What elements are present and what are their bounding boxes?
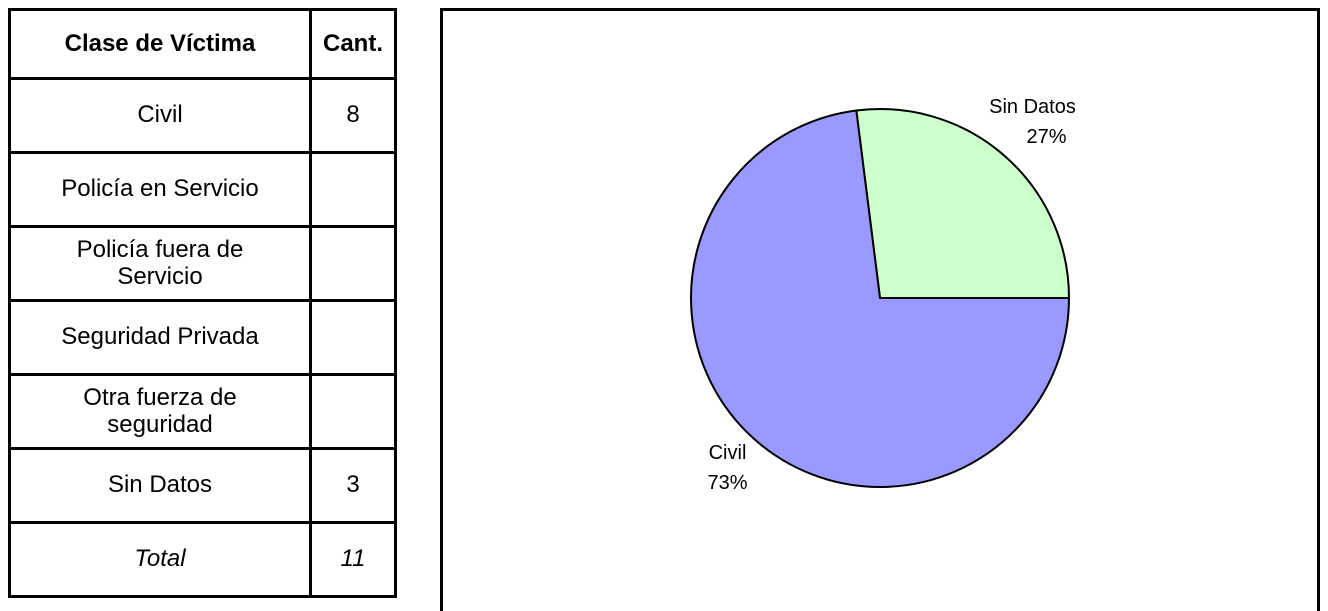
chart-area: Sin Datos 27% Civil 73% [440,8,1320,611]
table-cell [309,225,397,302]
table-row: Otra fuerza de seguridad [8,373,397,450]
slice-label: Civil [709,442,747,464]
table-cell: 11 [309,521,397,598]
victim-table: Clase de Víctima Cant. Civil 8 Policía en Se… [8,8,397,598]
table-cell [309,151,397,228]
pie-slice [690,109,1071,488]
table-row: Seguridad Privada [8,299,397,376]
table-row: Sin Datos 3 [8,447,397,524]
table-cell [309,299,397,376]
table-cell: 8 [309,77,397,154]
header-row: Clase de Víctima Cant. [8,8,397,80]
total-row: Total 11 [8,521,397,598]
table-cell: Policía en Servicio [8,151,312,228]
slice-percent: 27% [1026,126,1066,148]
table-row: Civil 8 [8,77,397,154]
table-row: Policía en Servicio [8,151,397,228]
slice-percent: 73% [707,472,747,494]
slice-label: Sin Datos [989,96,1076,118]
table-cell: Total [8,521,312,598]
page: {"table": {"header": ["Clase de Víctima"… [8,8,1320,611]
table-row: Policía fuera de Servicio [8,225,397,302]
pie-slice [855,108,1071,299]
table-cell: Clase de Víctima [8,8,312,80]
table-cell: Cant. [309,8,397,80]
table-cell: Seguridad Privada [8,299,312,376]
table-cell: Sin Datos [8,447,312,524]
table-cell [309,373,397,450]
table-cell: Otra fuerza de seguridad [8,373,312,450]
table-cell: Civil [8,77,312,154]
table-cell: Policía fuera de Servicio [8,225,312,302]
pie-chart: Sin Datos 27% Civil 73% [690,96,1076,494]
table-cell: 3 [309,447,397,524]
